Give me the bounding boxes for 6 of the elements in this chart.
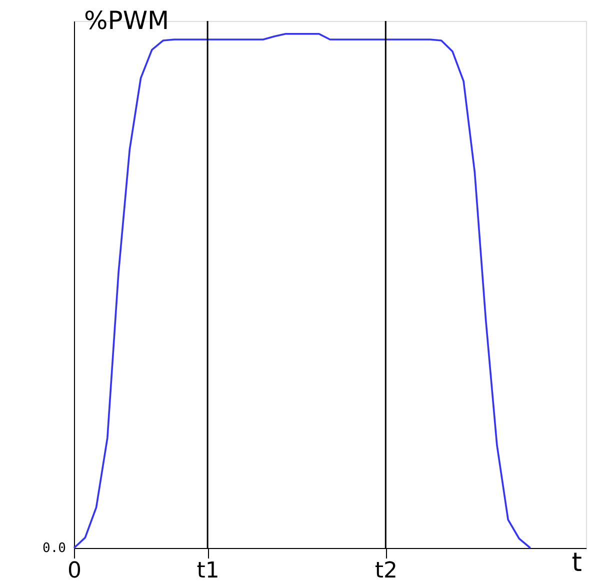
x-axis-title: t: [572, 548, 582, 578]
x-tick-label: t2: [374, 558, 398, 584]
text: 0.0: [42, 541, 66, 556]
x-tick-label: t1: [196, 558, 220, 584]
y-axis-title: %PWM: [84, 6, 170, 35]
x-tick-label: 0: [68, 558, 82, 584]
